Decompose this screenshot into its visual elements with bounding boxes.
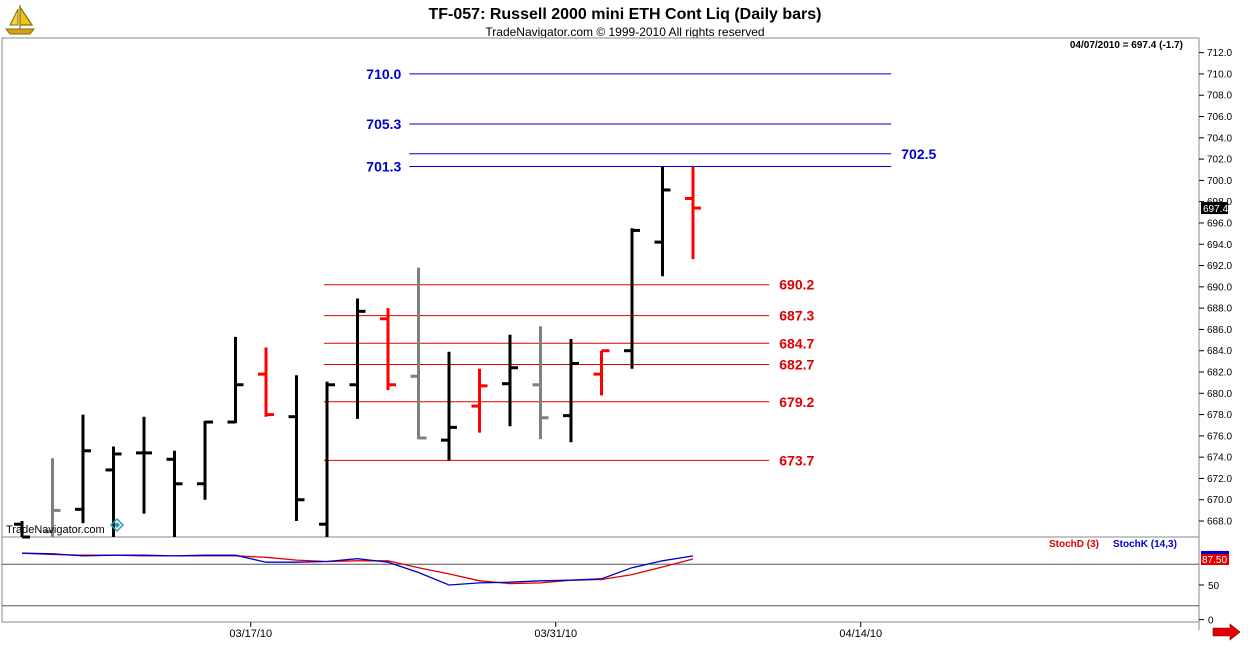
ohlc-bar xyxy=(502,334,518,427)
ohlc-bar xyxy=(258,347,274,417)
price-axis-label: 674.0 xyxy=(1207,453,1232,464)
ohlc-bar xyxy=(471,368,488,433)
current-price-tag xyxy=(1201,202,1228,215)
level-label: 682.7 xyxy=(779,357,814,373)
chart-title: TF-057: Russell 2000 mini ETH Cont Liq (… xyxy=(429,6,822,23)
level-label: 684.7 xyxy=(779,335,814,351)
stoch-axis-label: 50 xyxy=(1208,581,1220,592)
price-axis-label: 690.0 xyxy=(1207,282,1232,293)
stochastic-panel: 0 50 87.50 StochD (3) StochK (14,3) xyxy=(2,539,1229,627)
ohlc-bar xyxy=(563,339,579,443)
level-label: 710.0 xyxy=(366,66,401,82)
price-axis-label: 686.0 xyxy=(1207,325,1232,336)
stoch-d-tag xyxy=(1201,554,1229,566)
price-axis: 668.0 670.0 672.0 674.0 676.0 678.0 680.0 682.0… xyxy=(1199,48,1232,528)
price-axis-label: 700.0 xyxy=(1207,176,1232,187)
date-axis-label: 04/14/10 xyxy=(839,628,882,640)
date-axis: 03/17/10 03/31/10 04/14/10 xyxy=(229,622,882,640)
ohlc-bar xyxy=(349,298,366,419)
ohlc-bar xyxy=(380,308,396,391)
stoch-k-line xyxy=(21,552,694,586)
price-axis-label: 668.0 xyxy=(1207,517,1232,528)
ohlc-bar xyxy=(75,414,91,524)
stoch-k-legend: StochK (14,3) xyxy=(1113,539,1177,550)
diamond-marker-icon xyxy=(109,517,125,533)
price-axis-label: 694.0 xyxy=(1207,240,1232,251)
date-axis-label: 03/17/10 xyxy=(229,628,272,640)
ohlc-bar xyxy=(410,267,427,440)
price-axis-label: 670.0 xyxy=(1207,495,1232,506)
level-label: 690.2 xyxy=(779,277,814,293)
ohlc-bars xyxy=(14,166,701,539)
level-label: 679.2 xyxy=(779,394,814,410)
price-levels: 710.0 705.3 702.5 701.3 690.2 687.3 684.7 682.7… xyxy=(323,66,936,468)
ohlc-bar xyxy=(14,521,30,539)
price-axis-label: 712.0 xyxy=(1207,48,1232,59)
ohlc-bar xyxy=(654,166,671,277)
current-price-label: 697.4 xyxy=(1203,204,1228,215)
price-axis-label: 704.0 xyxy=(1207,133,1232,144)
stoch-axis-label: 0 xyxy=(1208,616,1214,627)
level-label: 687.3 xyxy=(779,308,814,324)
ohlc-bar xyxy=(44,458,61,537)
ohlc-bar xyxy=(288,375,305,522)
ohlc-bar xyxy=(624,228,640,369)
level-label: 705.3 xyxy=(366,116,401,132)
ohlc-bar xyxy=(685,166,701,260)
price-axis-label: 708.0 xyxy=(1207,91,1232,102)
scroll-right-arrow-icon[interactable] xyxy=(1212,623,1241,641)
price-axis-label: 676.0 xyxy=(1207,431,1232,442)
ohlc-bar xyxy=(532,326,549,440)
last-quote-label: 04/07/2010 = 697.4 (-1.7) xyxy=(1070,40,1183,51)
stoch-current-label: 87.50 xyxy=(1202,555,1227,566)
price-axis-label: 684.0 xyxy=(1207,346,1232,357)
ohlc-bar xyxy=(319,381,335,537)
sailboat-logo-icon xyxy=(4,5,36,35)
ohlc-bar xyxy=(441,351,457,461)
level-label: 673.7 xyxy=(779,452,814,468)
level-label: 701.3 xyxy=(366,159,401,175)
price-axis-label: 682.0 xyxy=(1207,368,1232,379)
ohlc-bar xyxy=(136,416,152,514)
date-axis-label: 03/31/10 xyxy=(534,628,577,640)
ohlc-bar xyxy=(227,336,244,424)
price-axis-label: 678.0 xyxy=(1207,410,1232,421)
copyright-subtitle: TradeNavigator.com © 1999-2010 All right… xyxy=(485,25,764,39)
price-axis-label: 710.0 xyxy=(1207,69,1232,80)
ohlc-bar xyxy=(166,450,183,537)
price-axis-label: 688.0 xyxy=(1207,304,1232,315)
level-label: 702.5 xyxy=(901,146,936,162)
price-axis-label: 702.0 xyxy=(1207,155,1232,166)
watermark-label: TradeNavigator.com xyxy=(6,524,105,536)
price-axis-label: 692.0 xyxy=(1207,261,1232,272)
stoch-d-legend: StochD (3) xyxy=(1049,539,1099,550)
ohlc-bar xyxy=(197,420,213,500)
price-axis-label: 696.0 xyxy=(1207,218,1232,229)
price-axis-label: 672.0 xyxy=(1207,474,1232,485)
price-axis-label: 680.0 xyxy=(1207,389,1232,400)
price-axis-label: 706.0 xyxy=(1207,112,1232,123)
ohlc-bar xyxy=(593,349,610,396)
